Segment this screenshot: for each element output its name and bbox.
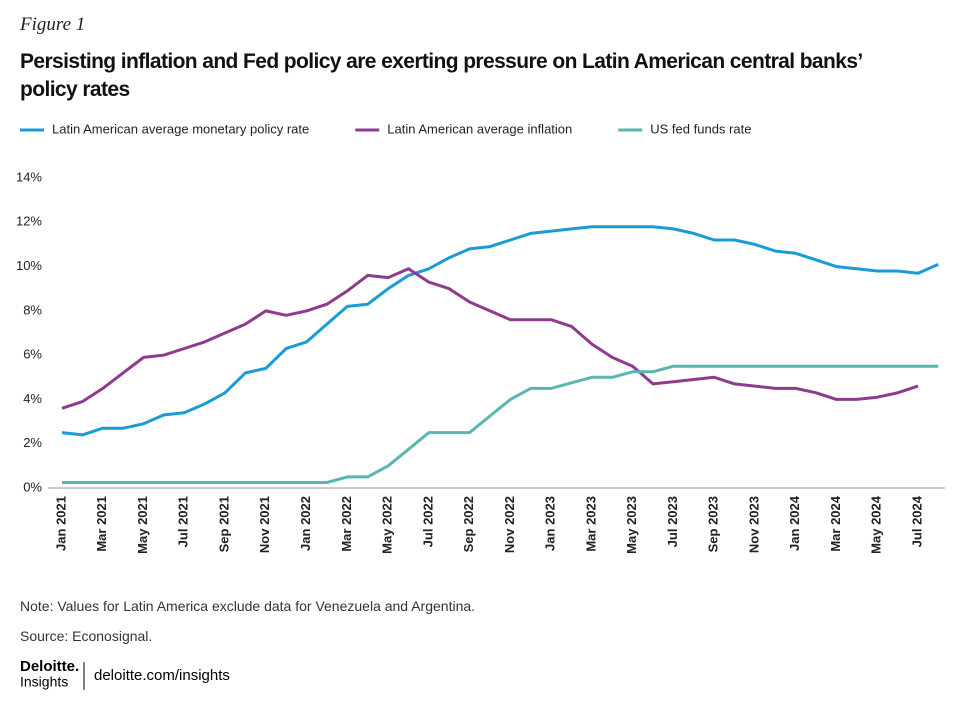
y-tick-label: 4% <box>23 391 42 406</box>
x-tick-label: Jul 2023 <box>665 496 680 547</box>
x-tick-label: Mar 2022 <box>339 496 354 552</box>
y-tick-label: 6% <box>23 347 42 362</box>
source: Source: Econosignal. <box>20 628 153 644</box>
x-tick-label: Nov 2023 <box>746 496 761 553</box>
y-tick-label: 0% <box>23 479 42 494</box>
y-tick-label: 2% <box>23 435 42 450</box>
brand-sub: Insights <box>20 674 68 690</box>
x-tick-label: Jul 2024 <box>909 495 924 547</box>
y-tick-label: 14% <box>16 169 42 184</box>
x-tick-label: May 2024 <box>869 495 884 554</box>
chart-title: Persisting inflation and Fed policy are … <box>20 50 862 101</box>
x-tick-label: Jan 2023 <box>543 496 558 551</box>
x-tick-label: Jul 2022 <box>420 496 435 547</box>
x-tick-label: May 2023 <box>624 496 639 554</box>
x-tick-label: Nov 2021 <box>257 496 272 553</box>
x-tick-label: Nov 2022 <box>502 496 517 553</box>
y-tick-label: 12% <box>16 214 42 229</box>
series-line <box>62 364 939 484</box>
footer-url: deloitte.com/insights <box>94 667 230 684</box>
x-tick-label: Mar 2023 <box>583 496 598 552</box>
x-tick-label: Sep 2023 <box>706 496 721 552</box>
y-tick-label: 8% <box>23 302 42 317</box>
series-line <box>61 267 919 410</box>
x-tick-label: Mar 2024 <box>828 495 843 551</box>
legend-label: Latin American average monetary policy r… <box>52 121 309 136</box>
x-tick-label: May 2021 <box>135 496 150 554</box>
x-tick-label: Jan 2024 <box>787 495 802 551</box>
legend-label: US fed funds rate <box>650 121 751 136</box>
x-tick-label: Jan 2022 <box>298 496 313 551</box>
series-line <box>61 225 939 437</box>
x-tick-label: Jan 2021 <box>53 496 68 551</box>
x-tick-label: Sep 2021 <box>216 496 231 552</box>
x-tick-label: Mar 2021 <box>94 496 109 552</box>
x-tick-label: Jul 2021 <box>176 496 191 547</box>
x-tick-label: May 2022 <box>380 496 395 554</box>
legend-label: Latin American average inflation <box>387 121 572 136</box>
note: Note: Values for Latin America exclude d… <box>20 598 476 614</box>
x-tick-label: Sep 2022 <box>461 496 476 552</box>
brand: Deloitte. <box>20 658 79 675</box>
figure-label: Figure 1 <box>20 14 86 35</box>
y-tick-label: 10% <box>16 258 42 273</box>
